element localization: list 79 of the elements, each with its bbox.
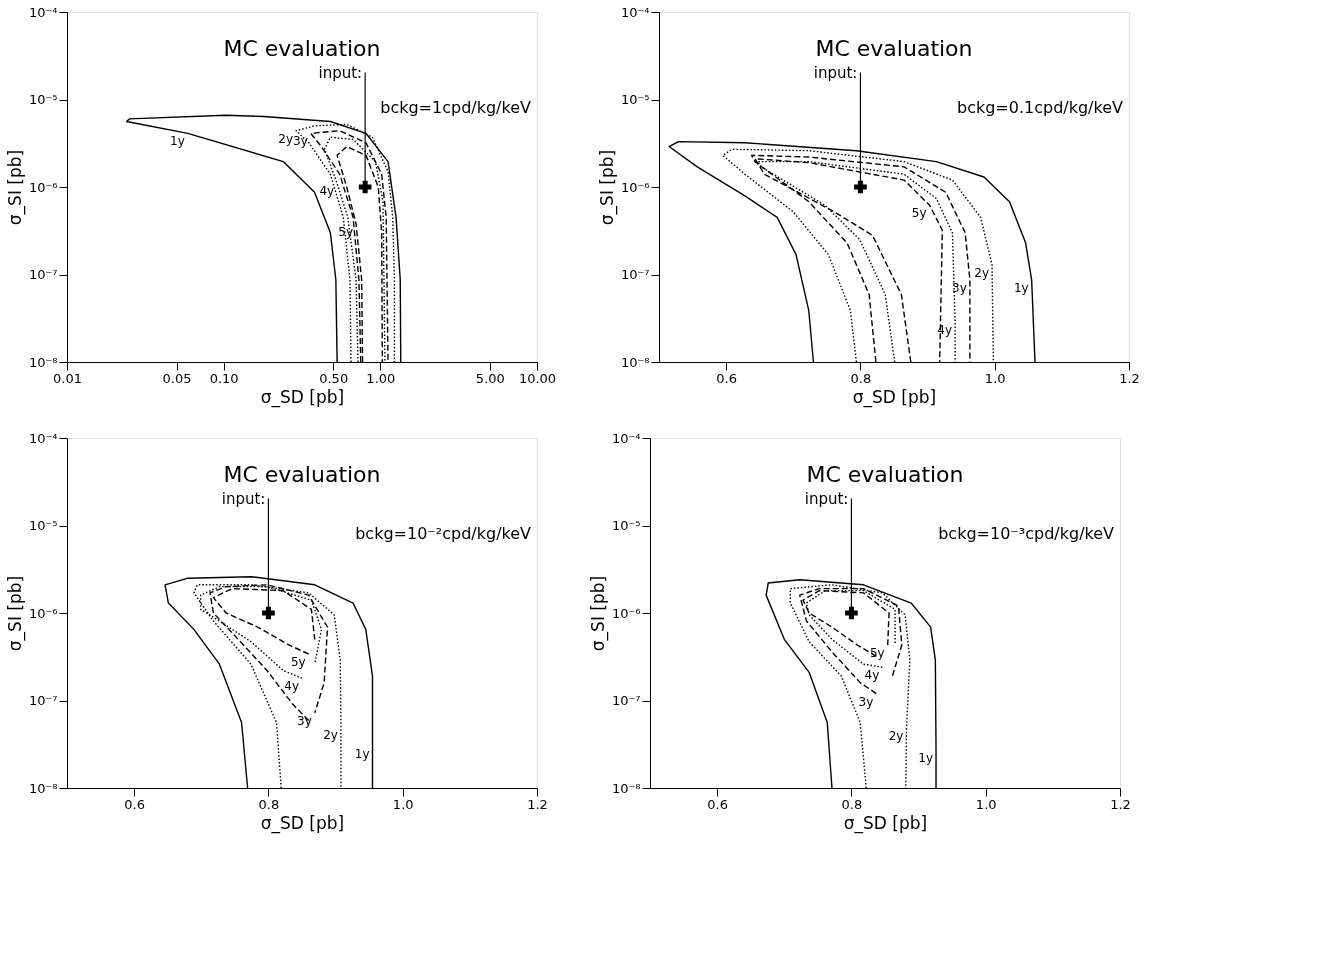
x-tick-label: 1.00 — [366, 370, 396, 386]
y-axis-title: σ_SI [pb] — [4, 149, 26, 226]
y-tick-label: 10⁻⁵ — [620, 92, 650, 107]
y-axis-title: σ_SI [pb] — [596, 149, 618, 226]
annotation: 2y — [974, 265, 990, 280]
text: MC evaluation — [223, 461, 381, 487]
text: bckg=1cpd/kg/keV — [380, 98, 532, 118]
annotation: 4y — [864, 668, 880, 683]
annotation: input: — [813, 63, 858, 82]
x-axis-title: σ_SD [pb] — [852, 386, 937, 408]
annotation: 5y — [338, 224, 354, 239]
x-axis-title: σ_SD [pb] — [260, 812, 345, 834]
y-tick-label: 10⁻⁶ — [28, 605, 58, 621]
annotation: 2y — [323, 727, 338, 742]
y-tick-label: 10⁻⁷ — [611, 693, 641, 708]
y-tick-label: 10⁻⁴ — [28, 4, 58, 20]
y-tick-label: 10⁻⁸ — [611, 780, 641, 796]
x-tick-label: 0.6 — [716, 370, 737, 386]
annotation: 1y — [354, 747, 370, 762]
y-tick-label: 10⁻⁵ — [28, 518, 58, 533]
annotation: input: — [221, 489, 266, 508]
y-tick-label: 10⁻⁸ — [28, 780, 58, 796]
text: bckg=0.1cpd/kg/keV — [956, 98, 1124, 118]
annotation: 2y — [278, 131, 294, 146]
y-tick-label: 10⁻⁷ — [28, 267, 58, 282]
y-tick-label: 10⁻⁶ — [620, 179, 650, 195]
y-tick-label: 10⁻⁸ — [28, 354, 58, 370]
x-tick-label: 1.2 — [527, 796, 548, 812]
y-tick-label: 10⁻⁴ — [611, 430, 641, 446]
x-tick-label: 10.00 — [518, 370, 557, 386]
annotation: 3y — [858, 694, 874, 709]
annotation: input: — [804, 489, 849, 508]
x-tick-label: 0.10 — [209, 370, 239, 386]
annotation: 2y — [888, 729, 904, 744]
x-tick-label: 1.0 — [392, 796, 414, 812]
x-tick-label: 0.01 — [53, 370, 82, 386]
y-axis-title: σ_SI [pb] — [4, 575, 26, 652]
annotation: 5y — [290, 655, 306, 669]
annotation: 1y — [918, 751, 934, 766]
x-tick-label: 0.6 — [124, 796, 145, 812]
x-tick-label: 1.2 — [1110, 796, 1131, 812]
y-tick-label: 10⁻⁷ — [28, 693, 58, 708]
text: bckg=10⁻²cpd/kg/keV — [355, 524, 532, 544]
text: MC evaluation — [223, 35, 381, 61]
annotation: 5y — [869, 646, 885, 661]
annotation: input: — [318, 63, 363, 82]
y-tick-label: 10⁻⁴ — [620, 4, 650, 20]
x-axis-title: σ_SD [pb] — [260, 386, 345, 408]
x-tick-label: 0.6 — [707, 796, 728, 812]
x-tick-label: 1.0 — [984, 370, 1006, 386]
text: MC evaluation — [815, 35, 973, 61]
annotation: 1y — [170, 134, 185, 149]
x-tick-label: 1.2 — [1119, 370, 1140, 386]
x-tick-label: 1.0 — [975, 796, 997, 812]
annotation: 3y — [952, 280, 967, 295]
y-tick-label: 10⁻⁵ — [28, 92, 58, 107]
annotation: 1y — [1013, 280, 1029, 295]
x-tick-label: 0.8 — [258, 796, 280, 812]
y-tick-label: 10⁻⁶ — [28, 179, 58, 195]
x-tick-label: 0.8 — [841, 796, 863, 812]
y-tick-label: 10⁻⁶ — [611, 605, 641, 621]
y-tick-label: 10⁻⁸ — [620, 354, 650, 370]
annotation: 3y — [293, 134, 308, 149]
annotation: 4y — [319, 184, 335, 199]
x-tick-label: 0.50 — [319, 370, 349, 386]
annotation: 5y — [911, 206, 927, 221]
y-axis-title: σ_SI [pb] — [587, 575, 609, 652]
x-axis-title: σ_SD [pb] — [843, 812, 928, 834]
x-tick-label: 5.00 — [475, 370, 505, 386]
text: bckg=10⁻³cpd/kg/keV — [938, 524, 1115, 544]
annotation: 4y — [284, 679, 299, 694]
annotation: 3y — [297, 713, 312, 728]
x-tick-label: 0.8 — [850, 370, 872, 386]
x-tick-label: 0.05 — [162, 370, 192, 386]
y-tick-label: 10⁻⁴ — [28, 430, 58, 446]
annotation: 4y — [937, 322, 953, 337]
y-tick-label: 10⁻⁵ — [611, 518, 641, 533]
y-tick-label: 10⁻⁷ — [620, 267, 650, 282]
text: MC evaluation — [806, 461, 964, 487]
